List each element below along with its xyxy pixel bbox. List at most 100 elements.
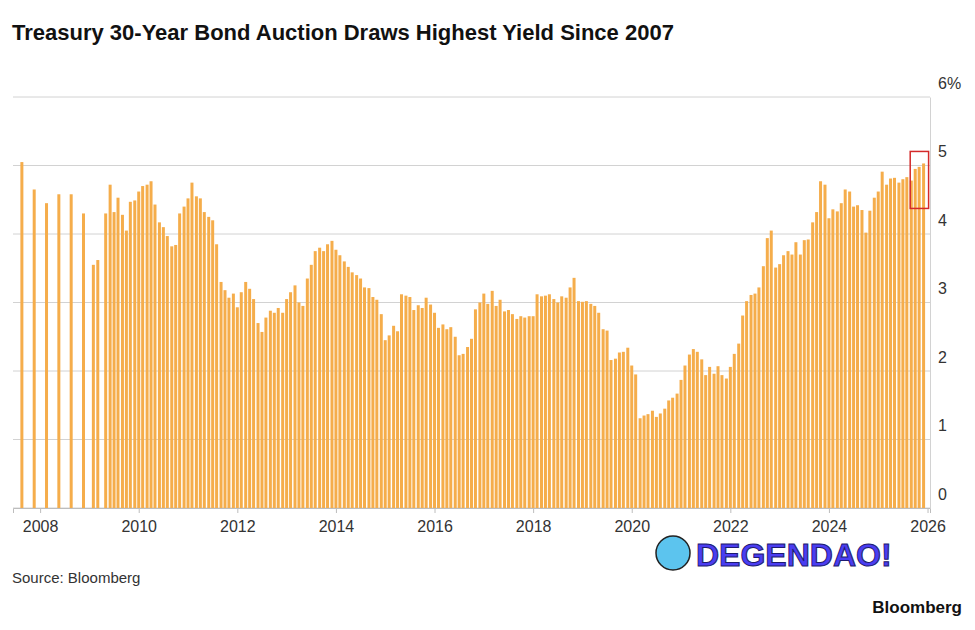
bar (351, 272, 354, 508)
bar (589, 304, 592, 508)
x-tick: 2010 (121, 508, 157, 535)
bar (396, 331, 399, 508)
bar (195, 196, 198, 508)
bar (643, 416, 646, 508)
bar (811, 222, 814, 508)
bar (688, 355, 691, 508)
bar (622, 352, 625, 508)
bar (680, 380, 683, 508)
y-tick: 0 (930, 486, 947, 509)
bar (593, 306, 596, 508)
bar (741, 316, 744, 508)
x-tick-label: 2010 (121, 518, 157, 535)
y-tick: 3 (930, 280, 947, 303)
bar (326, 244, 329, 508)
bar (380, 314, 383, 508)
bar (421, 308, 424, 508)
highlight-box (910, 151, 928, 208)
bar (141, 186, 144, 508)
bar (717, 366, 720, 508)
bar (109, 185, 112, 508)
bar (203, 212, 206, 508)
bar (121, 215, 124, 508)
bar (819, 181, 822, 508)
bar (466, 347, 469, 508)
y-axis-line (930, 98, 931, 509)
bar (301, 306, 304, 508)
bar (330, 241, 333, 508)
bar (630, 366, 633, 508)
bar (82, 213, 85, 508)
bar (277, 308, 280, 508)
bar (577, 301, 580, 508)
bar (445, 329, 448, 508)
bar (408, 297, 411, 508)
bar (548, 294, 551, 508)
bar (757, 287, 760, 508)
bar (334, 250, 337, 508)
bar (384, 340, 387, 508)
x-tick-label: 2020 (614, 518, 650, 535)
bar (359, 279, 362, 508)
bar (569, 287, 572, 508)
x-tick-mark (632, 508, 633, 513)
grid (13, 97, 930, 508)
bar (885, 185, 888, 508)
bar (523, 318, 526, 508)
bar (799, 255, 802, 508)
x-tick-label: 2012 (220, 518, 256, 535)
bar (264, 318, 267, 508)
x-tick-label: 2024 (812, 518, 848, 535)
bar (836, 211, 839, 508)
bar (860, 210, 863, 508)
bar (922, 163, 925, 508)
bar (248, 289, 251, 508)
bar (178, 213, 181, 508)
bar (918, 167, 921, 508)
x-tick: 2008 (23, 508, 59, 535)
bar (318, 248, 321, 508)
bar (602, 329, 605, 508)
chart-svg: Treasury 30-Year Bond Auction Draws High… (0, 0, 975, 630)
bar (499, 300, 502, 508)
bar (556, 303, 559, 509)
bar (491, 291, 494, 508)
bar (495, 306, 498, 508)
bar (532, 316, 535, 508)
bar (560, 296, 563, 508)
bar (187, 198, 190, 508)
bar (683, 366, 686, 508)
bar (363, 287, 366, 508)
bar (289, 292, 292, 508)
bar (766, 238, 769, 508)
bar (433, 313, 436, 508)
bar (470, 339, 473, 508)
bar (774, 268, 777, 508)
bar (536, 294, 539, 508)
bar (750, 295, 753, 508)
bar (404, 296, 407, 508)
y-tick-label: 6% (938, 75, 961, 92)
bar (417, 305, 420, 508)
x-tick-label: 2022 (713, 518, 749, 535)
y-tick: 4 (930, 212, 947, 235)
y-tick-label: 4 (938, 212, 947, 229)
bar (117, 198, 120, 508)
bar (618, 353, 621, 508)
x-tick: 2026 (910, 508, 946, 535)
bar (474, 309, 477, 508)
bar (310, 265, 313, 508)
bar (856, 205, 859, 508)
bar (823, 185, 826, 508)
bar (753, 294, 756, 508)
bar (486, 304, 489, 508)
bar (692, 349, 695, 508)
x-tick-mark (139, 508, 140, 513)
bar (482, 294, 485, 508)
bar (696, 352, 699, 508)
bar (852, 207, 855, 508)
watermark: DEGENDAO! (656, 536, 892, 573)
bar (790, 255, 793, 508)
bar (454, 337, 457, 508)
bar (199, 198, 202, 508)
